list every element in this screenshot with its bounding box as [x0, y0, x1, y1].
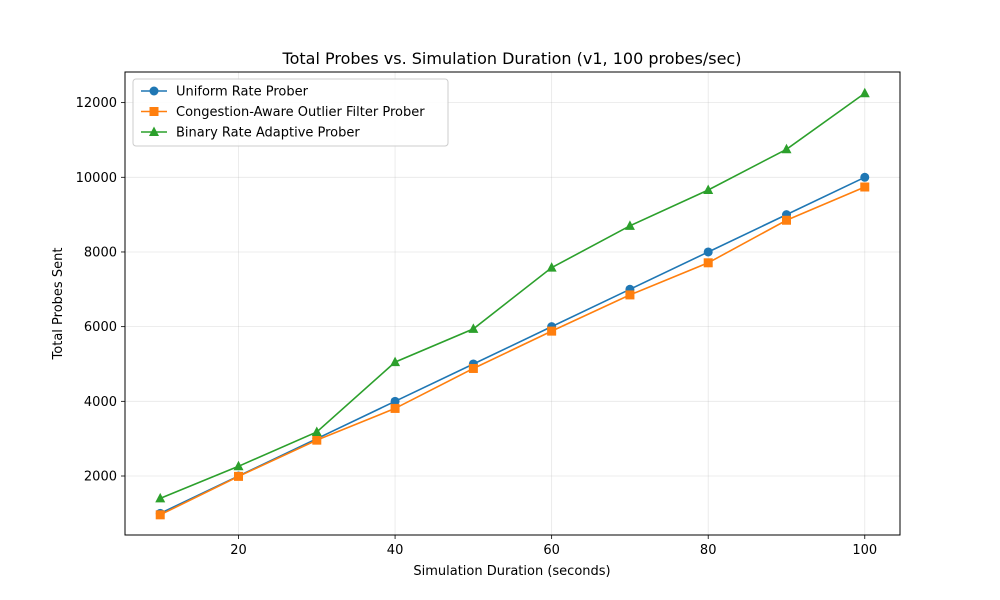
series-line	[159, 176, 866, 515]
legend-label: Binary Rate Adaptive Prober	[176, 126, 360, 141]
y-tick-label: 2000	[84, 470, 117, 485]
y-tick-label: 8000	[84, 245, 117, 260]
y-tick-label: 4000	[84, 395, 117, 410]
legend-label: Congestion-Aware Outlier Filter Prober	[176, 105, 425, 120]
legend-box	[132, 78, 449, 147]
y-axis: 2000 4000 6000 8000 10000 12000	[76, 96, 125, 485]
data-point	[468, 363, 478, 373]
data-point	[390, 403, 400, 413]
data-point	[781, 143, 792, 154]
data-point	[859, 87, 870, 98]
plot-frame	[124, 71, 901, 536]
data-point	[155, 510, 165, 520]
data-point	[860, 172, 870, 182]
data-point	[390, 356, 401, 367]
data-point	[703, 258, 713, 268]
series-line	[159, 92, 866, 500]
series-2	[155, 182, 870, 520]
data-point	[547, 326, 557, 336]
data-point	[703, 184, 714, 194]
data-point	[155, 492, 166, 503]
x-axis: 20 40 60 80 100	[230, 535, 877, 558]
series-line	[159, 186, 866, 516]
x-tick-label: 80	[700, 543, 717, 558]
legend-marker	[149, 107, 159, 116]
legend: Uniform Rate Prober Congestion-Aware Outl…	[132, 78, 449, 147]
legend-label: Uniform Rate Prober	[176, 85, 309, 100]
x-tick-label: 40	[387, 543, 404, 558]
data-point	[468, 323, 479, 333]
data-point	[624, 220, 635, 230]
data-point	[390, 396, 400, 406]
data-point	[233, 460, 244, 471]
series-1	[155, 172, 870, 518]
legend-marker	[149, 86, 159, 96]
series-3	[155, 87, 870, 503]
data-point	[234, 471, 244, 481]
data-point	[311, 426, 322, 436]
series-layer	[155, 87, 870, 520]
x-tick-label: 60	[543, 543, 560, 558]
chart-title: Total Probes vs. Simulation Duration (v1…	[282, 49, 742, 68]
y-tick-label: 12000	[76, 96, 117, 111]
data-point	[546, 262, 557, 272]
data-point	[312, 435, 322, 445]
y-tick-label: 6000	[84, 320, 117, 335]
data-point	[860, 182, 870, 192]
y-tick-label: 10000	[76, 171, 117, 186]
y-axis-label: Total Probes Sent	[51, 248, 66, 361]
x-tick-label: 20	[230, 543, 247, 558]
data-point	[625, 290, 635, 300]
data-point	[781, 215, 791, 225]
data-point	[703, 247, 713, 257]
x-tick-label: 100	[852, 543, 877, 558]
legend-marker	[149, 126, 159, 136]
x-axis-label: Simulation Duration (seconds)	[413, 564, 610, 579]
